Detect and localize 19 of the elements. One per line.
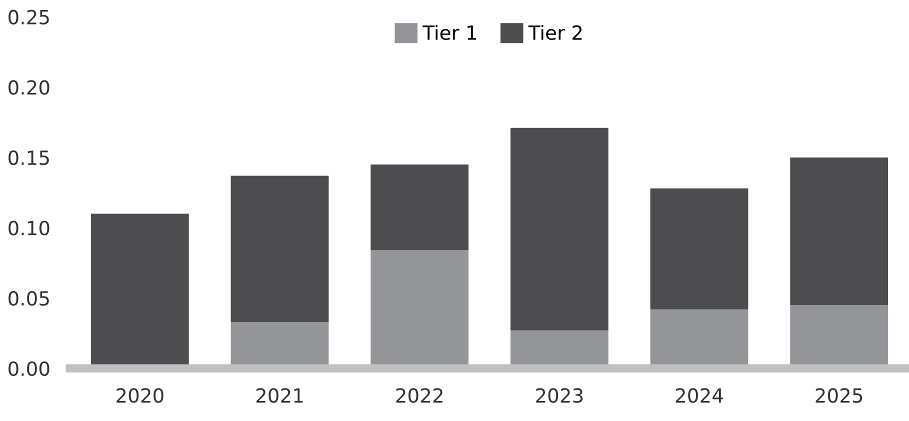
x-tick-label: 2022 — [396, 388, 442, 403]
y-tick-label: 0.20 — [8, 80, 50, 95]
bar — [650, 188, 748, 310]
x-tick-label: 2021 — [256, 388, 303, 403]
y-tick-label: 0.10 — [8, 220, 50, 236]
y-tick-label: 0.25 — [8, 10, 49, 25]
legend-label: Tier 2 — [528, 24, 582, 40]
bar — [790, 157, 888, 306]
y-tick-label: 0.15 — [8, 150, 49, 166]
x-tick-label: 2023 — [536, 388, 583, 403]
x-tick-label: 2025 — [816, 388, 862, 403]
bar — [230, 176, 329, 322]
x-tick-label: 2020 — [116, 388, 164, 403]
bar — [370, 164, 469, 250]
legend-label: Tier 1 — [422, 24, 476, 40]
y-tick-label: 0.05 — [8, 291, 49, 306]
bar — [510, 128, 608, 330]
y-tick-label: 0.00 — [8, 361, 50, 376]
x-tick-label: 2024 — [676, 388, 723, 403]
